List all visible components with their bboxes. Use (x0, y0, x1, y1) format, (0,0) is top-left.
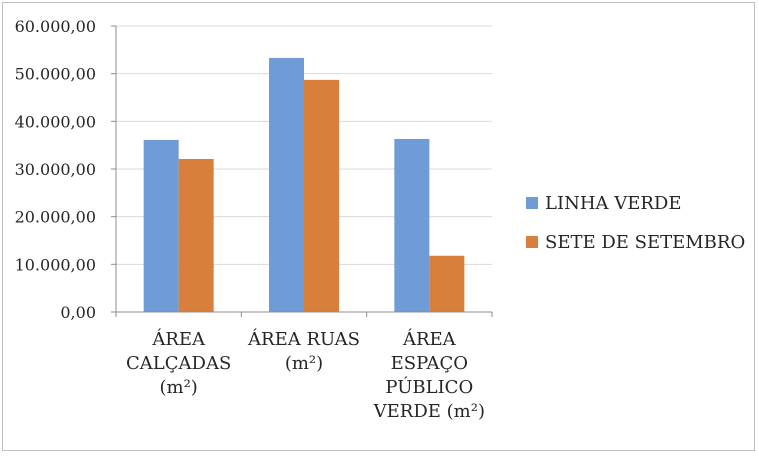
y-tick-label: 50.000,00 (15, 65, 96, 84)
bar (178, 158, 214, 312)
x-tick-label-line: (m²) (159, 377, 197, 398)
legend-label: SETE DE SETEMBRO (545, 232, 745, 253)
y-tick-label: 20.000,00 (15, 208, 96, 227)
y-tick-label: 60.000,00 (15, 17, 96, 36)
legend-swatch (526, 236, 538, 248)
x-tick-label-line: ESPAÇO (391, 353, 468, 374)
bar (429, 255, 465, 312)
axes (111, 25, 493, 317)
y-tick-labels: 0,00 10.000,00 20.000,00 30.000,00 40.000,00… (15, 17, 96, 322)
x-tick-labels: ÁREA CALÇADAS (m²) ÁREA RUAS (m²) ÁREA ESPAÇO P… (126, 327, 485, 422)
x-tick-label-line: ÁREA (151, 327, 206, 350)
y-tick-label: 30.000,00 (15, 160, 96, 179)
y-tick-label: 10.000,00 (15, 255, 96, 274)
x-tick-label-line: ÁREA RUAS (247, 327, 360, 350)
legend-label: LINHA VERDE (545, 193, 682, 214)
bar (269, 57, 304, 312)
y-tick-label: 0,00 (60, 303, 96, 322)
chart-frame (2, 2, 755, 451)
bar (304, 79, 339, 312)
bar (394, 138, 430, 312)
x-tick-label-line: CALÇADAS (126, 353, 231, 374)
x-tick-label: ÁREA CALÇADAS (m²) (126, 327, 231, 398)
bar (143, 139, 179, 312)
bars (143, 57, 465, 312)
x-tick-label: ÁREA ESPAÇO PÚBLICO VERDE (m²) (373, 327, 485, 422)
x-tick-label-line: ÁREA (402, 327, 457, 350)
legend: LINHA VERDE SETE DE SETEMBRO (526, 193, 745, 253)
legend-swatch (526, 197, 538, 209)
y-tick-label: 40.000,00 (15, 112, 96, 131)
x-tick-label-line: VERDE (m²) (373, 401, 485, 422)
x-tick-label-line: (m²) (285, 353, 323, 374)
x-tick-label-line: PÚBLICO (385, 375, 473, 398)
x-tick-label: ÁREA RUAS (m²) (247, 327, 360, 374)
